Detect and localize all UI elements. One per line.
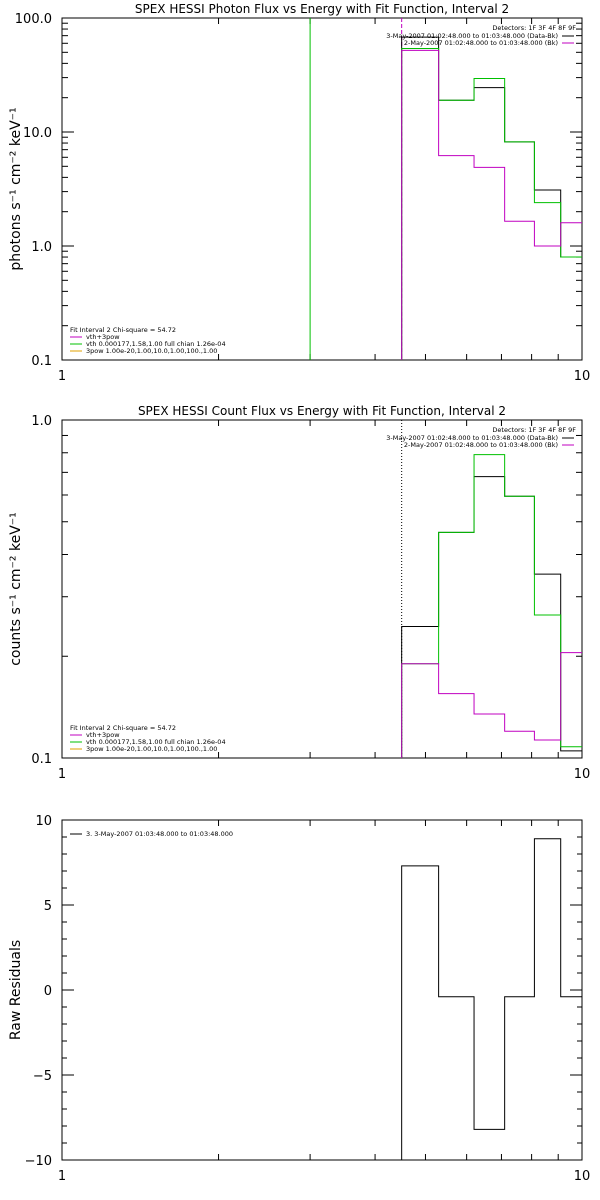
plot-frame bbox=[61, 819, 583, 1161]
series-0-step-line bbox=[401, 476, 582, 758]
count-flux-panel: 1 10 0.1 1.0 SPEX HESSI Count Flux vs Energy… bbox=[8, 404, 590, 782]
y-tick-label: 0.1 bbox=[31, 752, 52, 767]
x-tick-label: 10 bbox=[574, 369, 591, 384]
fit-legend-entry: vth 0.000177,1.58,1.00 full chian 1.26e-… bbox=[86, 738, 226, 746]
plot-frame bbox=[61, 419, 583, 759]
fit-legend-entry: 3pow 1.00e-20,1.00,10.0,1.00,100.,1.00 bbox=[86, 347, 217, 355]
chart-title: SPEX HESSI Photon Flux vs Energy with Fi… bbox=[135, 2, 509, 16]
legend-entry-label: 3-May-2007 01:02:48.000 to 01:03:48.000 … bbox=[386, 434, 558, 442]
series-2-step-line bbox=[401, 652, 582, 758]
x-tick-label: 1 bbox=[58, 369, 66, 384]
fit-legend-header: Fit Interval 2 Chi-square = 54.72 bbox=[70, 724, 176, 732]
legend-header: Detectors: 1F 3F 4F 8F 9F bbox=[492, 426, 576, 434]
series-0-step-line bbox=[401, 36, 582, 360]
y-tick-label: 0.1 bbox=[31, 354, 52, 369]
residuals-panel: 1 10 −10 −5 0 5 10 Raw Residuals 3. 3-May-2007 0… bbox=[8, 814, 590, 1184]
x-tick-label: 1 bbox=[58, 767, 66, 782]
fit-legend-entry: vth+3pow bbox=[86, 333, 120, 341]
series-1-step-line bbox=[401, 48, 582, 360]
x-tick-label: 1 bbox=[58, 1169, 66, 1184]
y-axis-label: Raw Residuals bbox=[8, 940, 24, 1040]
y-tick-label: 5 bbox=[44, 899, 52, 914]
x-tick-label: 10 bbox=[574, 1169, 591, 1184]
photon-flux-panel: 1 10 0.1 1.0 10.0 100.0 SPEX HESSI Photon Flux… bbox=[8, 2, 590, 384]
y-tick-label: −10 bbox=[25, 1154, 52, 1169]
y-axis-label: photons s⁻¹ cm⁻² keV⁻¹ bbox=[8, 107, 24, 270]
fit-legend-entry: vth 0.000177,1.58,1.00 full chian 1.26e-… bbox=[86, 340, 226, 348]
y-tick-label: 10 bbox=[35, 814, 52, 829]
y-tick-label: 1.0 bbox=[31, 240, 52, 255]
series-2-step-line bbox=[401, 49, 582, 360]
y-axis-label: counts s⁻¹ cm⁻² keV⁻¹ bbox=[8, 512, 24, 666]
legend-header: Detectors: 1F 3F 4F 8F 9F bbox=[492, 24, 576, 32]
series-1-step-line bbox=[401, 454, 582, 758]
y-tick-label: −5 bbox=[33, 1069, 52, 1084]
y-tick-label: 100.0 bbox=[15, 12, 52, 27]
chart-title: SPEX HESSI Count Flux vs Energy with Fit… bbox=[138, 404, 506, 418]
fit-legend-header: Fit Interval 2 Chi-square = 54.72 bbox=[70, 326, 176, 334]
series-0-step-line bbox=[401, 838, 582, 1160]
y-tick-label: 0 bbox=[44, 984, 52, 999]
x-tick-label: 10 bbox=[574, 767, 591, 782]
legend-entry-label: 2-May-2007 01:02:48.000 to 01:03:48.000 … bbox=[404, 441, 558, 449]
legend-entry-label: 3. 3-May-2007 01:03:48.000 to 01:03:48.0… bbox=[86, 830, 233, 838]
legend-entry-label: 2-May-2007 01:02:48.000 to 01:03:48.000 … bbox=[404, 39, 558, 47]
y-tick-label: 10.0 bbox=[23, 126, 52, 141]
y-tick-label: 1.0 bbox=[31, 414, 52, 429]
fit-legend-entry: vth+3pow bbox=[86, 731, 120, 739]
plot-frame bbox=[61, 17, 583, 361]
legend-entry-label: 3-May-2007 01:02:48.000 to 01:03:48.000 … bbox=[386, 32, 558, 40]
fit-legend-entry: 3pow 1.00e-20,1.00,10.0,1.00,100.,1.00 bbox=[86, 745, 217, 753]
